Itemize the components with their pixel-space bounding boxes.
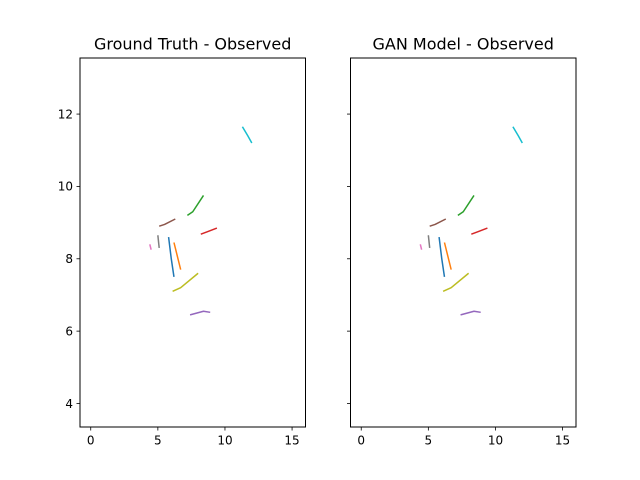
- ground-truth-trajectory-7: [149, 244, 152, 250]
- gan-model-trajectory-6: [429, 218, 447, 227]
- ground-truth-trajectory-3: [186, 195, 205, 216]
- ground-truth-trajectory-1: [167, 236, 175, 277]
- gan-model-x-tick-label: 10: [488, 434, 503, 448]
- ground-truth-trajectories: [149, 126, 253, 316]
- ground-truth-x-tick-label: 0: [87, 434, 95, 448]
- gan-model-trajectory-9: [442, 272, 470, 293]
- gan-model-x-ticks: 0 5 10 15: [357, 427, 570, 448]
- ground-truth-y-tick-label: 4: [65, 397, 73, 411]
- ground-truth-x-ticks: 0 5 10 15: [87, 427, 300, 448]
- gan-model-trajectory-3: [457, 195, 475, 216]
- gan-model-y-ticks: [347, 113, 351, 404]
- gan-model-title: GAN Model - Observed: [373, 35, 554, 54]
- ground-truth-y-ticks: 4 6 8 10 12: [58, 107, 80, 411]
- gan-model-trajectory-4: [471, 227, 488, 235]
- gan-model-trajectory-8: [427, 235, 431, 249]
- gan-model-x-tick-label: 15: [555, 434, 570, 448]
- ground-truth-trajectory-2: [173, 242, 182, 270]
- ground-truth-panel: Ground Truth - Observed 0 5 10 15 4 6 8 10 12: [58, 35, 306, 448]
- ground-truth-x-tick-label: 5: [154, 434, 162, 448]
- gan-model-trajectory-1: [438, 236, 446, 277]
- ground-truth-trajectory-5: [189, 310, 211, 316]
- ground-truth-title: Ground Truth - Observed: [94, 35, 291, 54]
- ground-truth-trajectory-4: [200, 227, 218, 235]
- gan-model-trajectory-5: [460, 310, 481, 316]
- gan-model-trajectory-7: [419, 244, 423, 250]
- ground-truth-trajectory-9: [172, 272, 199, 293]
- gan-model-trajectories: [419, 126, 523, 316]
- ground-truth-x-tick-label: 15: [284, 434, 299, 448]
- gan-model-trajectory-10: [512, 126, 523, 144]
- ground-truth-trajectory-6: [158, 218, 176, 227]
- ground-truth-y-tick-label: 10: [58, 180, 73, 194]
- ground-truth-y-tick-label: 6: [65, 324, 73, 338]
- gan-model-panel: GAN Model - Observed 0 5 10 15: [347, 35, 577, 448]
- gan-model-x-tick-label: 5: [425, 434, 433, 448]
- ground-truth-y-tick-label: 8: [65, 252, 73, 266]
- gan-model-axes-frame: [350, 57, 577, 428]
- ground-truth-axes-frame: [79, 57, 306, 428]
- gan-model-x-tick-label: 0: [357, 434, 365, 448]
- ground-truth-x-tick-label: 10: [217, 434, 232, 448]
- gan-model-trajectory-2: [443, 242, 452, 270]
- ground-truth-y-tick-label: 12: [58, 107, 73, 121]
- ground-truth-trajectory-10: [241, 126, 253, 144]
- ground-truth-trajectory-8: [157, 235, 160, 249]
